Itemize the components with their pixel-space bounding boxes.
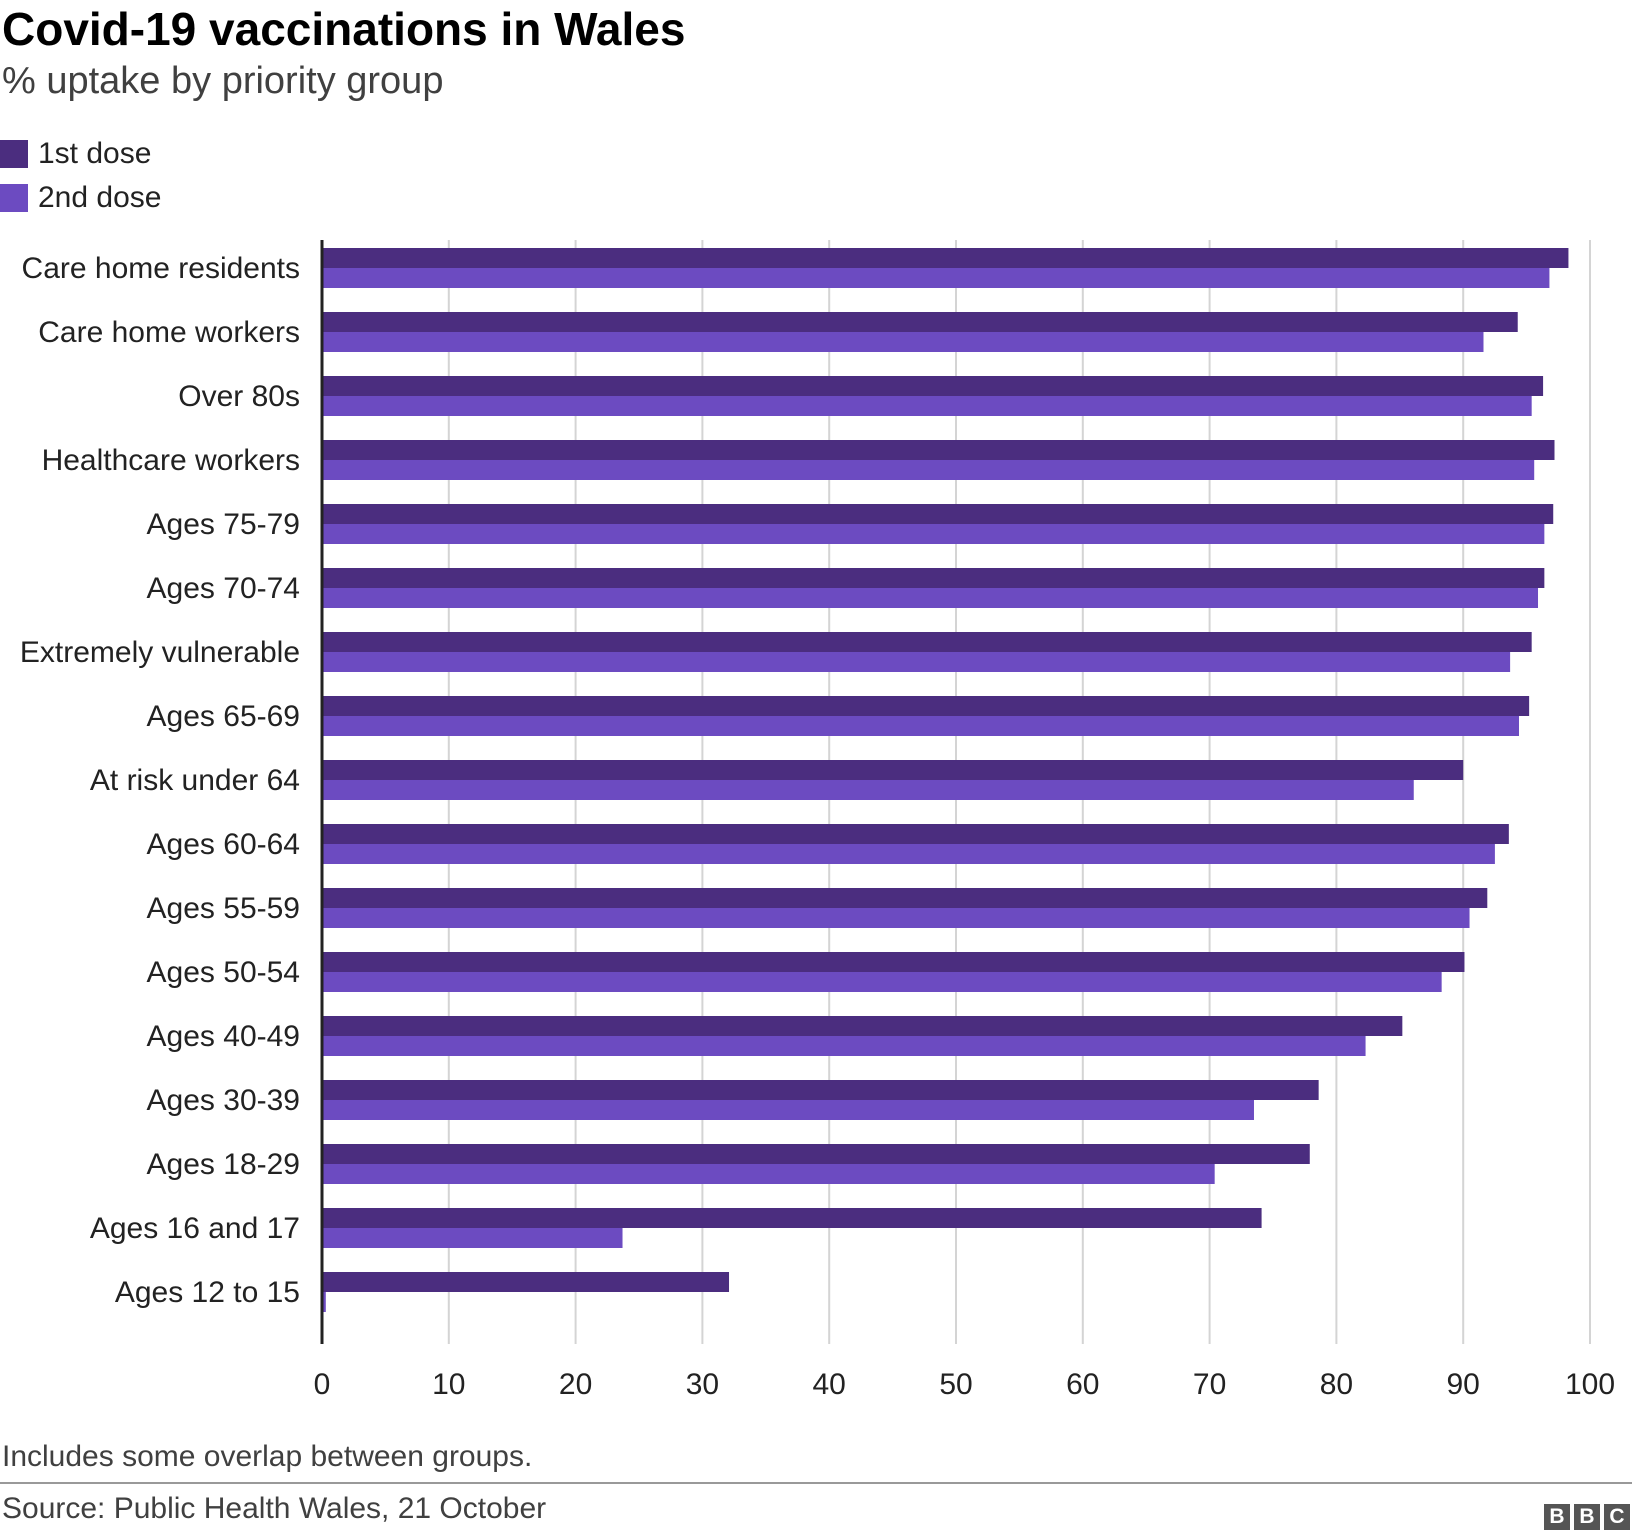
x-tick-label: 10 [432,1368,465,1401]
footer-divider [0,1482,1632,1484]
legend-label-1st-dose: 1st dose [38,137,152,170]
bar-2nd-dose [322,780,1414,800]
bar-1st-dose [322,248,1569,268]
bar-1st-dose [322,824,1509,844]
bar-2nd-dose [322,332,1484,352]
bar-1st-dose [322,632,1532,652]
bar-1st-dose [322,952,1465,972]
category-label: At risk under 64 [90,764,300,797]
bar-1st-dose [322,1208,1262,1228]
category-label: Ages 65-69 [147,700,300,733]
x-tick-label: 100 [1565,1368,1615,1401]
category-label: Ages 12 to 15 [115,1276,300,1309]
bar-2nd-dose [322,716,1519,736]
logo-letter: B [1544,1504,1570,1530]
x-tick-label: 40 [813,1368,846,1401]
bar-2nd-dose [322,908,1470,928]
bar-2nd-dose [322,1228,623,1248]
bar-2nd-dose [322,268,1550,288]
bar-2nd-dose [322,1036,1366,1056]
bar-1st-dose [322,504,1554,524]
bar-1st-dose [322,1144,1310,1164]
bar-2nd-dose [322,588,1539,608]
legend-swatch-2nd-dose [0,184,28,212]
bar-2nd-dose [322,524,1545,544]
category-label: Care home residents [22,252,300,285]
logo-letter: C [1604,1504,1630,1530]
bar-2nd-dose [322,844,1495,864]
bar-1st-dose [322,760,1464,780]
category-label: Ages 75-79 [147,508,300,541]
bar-1st-dose [322,440,1555,460]
category-label: Care home workers [38,316,300,349]
bar-2nd-dose [322,1292,326,1312]
category-label: Ages 30-39 [147,1084,300,1117]
bar-2nd-dose [322,652,1511,672]
x-tick-label: 0 [314,1368,331,1401]
bar-2nd-dose [322,972,1442,992]
category-label: Ages 18-29 [147,1148,300,1181]
bar-1st-dose [322,376,1544,396]
bar-1st-dose [322,696,1530,716]
bar-1st-dose [322,1272,730,1292]
logo-letter: B [1574,1504,1600,1530]
bar-2nd-dose [322,396,1532,416]
category-label: Ages 70-74 [147,572,300,605]
bar-1st-dose [322,1016,1403,1036]
source-note: Source: Public Health Wales, 21 October [2,1492,547,1525]
chart-title: Covid-19 vaccinations in Wales [2,3,686,55]
category-label: Ages 60-64 [147,828,300,861]
legend-swatch-1st-dose [0,140,28,168]
bar-2nd-dose [322,460,1535,480]
bar-1st-dose [322,888,1488,908]
category-label: Healthcare workers [42,444,300,477]
x-tick-label: 30 [686,1368,719,1401]
x-tick-label: 70 [1193,1368,1226,1401]
category-label: Ages 50-54 [147,956,300,989]
x-tick-label: 50 [939,1368,972,1401]
bar-chart: 0 10 20 30 40 50 60 70 80 90 100 Care home resident… [20,240,1615,1401]
category-label: Ages 55-59 [147,892,300,925]
x-tick-label: 90 [1447,1368,1480,1401]
category-label: Ages 16 and 17 [90,1212,300,1245]
bar-2nd-dose [322,1100,1254,1120]
bar-2nd-dose [322,1164,1215,1184]
chart-subtitle: % uptake by priority group [2,60,444,102]
category-label: Extremely vulnerable [20,636,300,669]
footnote: Includes some overlap between groups. [2,1440,533,1473]
x-tick-label: 20 [559,1368,592,1401]
category-label: Ages 40-49 [147,1020,300,1053]
x-tick-label: 80 [1320,1368,1353,1401]
category-label: Over 80s [178,380,300,413]
bar-1st-dose [322,568,1545,588]
legend-label-2nd-dose: 2nd dose [38,181,162,214]
bar-1st-dose [322,312,1518,332]
bbc-logo: B B C [1544,1504,1630,1530]
x-tick-label: 60 [1066,1368,1099,1401]
bar-1st-dose [322,1080,1319,1100]
